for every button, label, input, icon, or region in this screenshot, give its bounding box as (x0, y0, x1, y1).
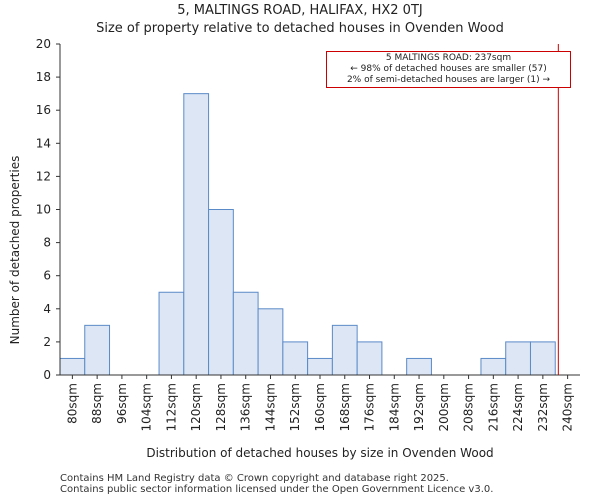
x-tick-label: 144sqm (263, 383, 277, 431)
footer-line-1: Contains HM Land Registry data © Crown c… (60, 473, 449, 484)
bar (232, 291, 259, 376)
y-tick-label: 16 (36, 103, 51, 117)
y-tick-label: 18 (36, 70, 51, 84)
y-tick-label: 2 (43, 335, 51, 349)
x-tick-label: 224sqm (511, 383, 525, 431)
x-tick-label: 216sqm (486, 383, 500, 431)
x-tick-label: 240sqm (561, 383, 575, 431)
bar (208, 209, 234, 376)
chart-subtitle: Size of property relative to detached ho… (96, 21, 504, 36)
bar (183, 93, 210, 376)
bar (59, 357, 86, 376)
bar (529, 341, 556, 376)
bar (406, 357, 432, 376)
bar (356, 341, 383, 376)
chart-title: 5, MALTINGS ROAD, HALIFAX, HX2 0TJ (177, 3, 423, 18)
x-tick-label: 128sqm (214, 383, 228, 431)
footer-line-2: Contains public sector information licen… (60, 484, 494, 495)
bar (282, 341, 309, 376)
x-tick-label: 192sqm (412, 383, 426, 431)
x-tick-label: 152sqm (288, 383, 302, 431)
annotation-line-3: 2% of semi-detached houses are larger (1… (346, 75, 551, 85)
annotation-box: 5 MALTINGS ROAD: 237sqm ← 98% of detache… (326, 51, 571, 88)
x-tick-label: 80sqm (65, 383, 79, 424)
y-tick-label: 20 (36, 37, 51, 51)
x-tick-label: 232sqm (536, 383, 550, 431)
bar (480, 357, 507, 376)
x-tick-label: 208sqm (462, 383, 476, 431)
y-tick-label: 10 (36, 203, 51, 217)
x-tick-label: 176sqm (363, 383, 377, 431)
y-tick-label: 14 (36, 136, 51, 150)
x-tick-label: 88sqm (90, 383, 104, 424)
bar (505, 341, 531, 376)
x-tick-label: 96sqm (115, 383, 129, 424)
y-axis-label: Number of detached properties (8, 155, 22, 345)
x-tick-label: 104sqm (140, 383, 154, 431)
x-tick-label: 168sqm (338, 383, 352, 431)
x-tick-label: 160sqm (313, 383, 327, 431)
y-tick-label: 8 (43, 236, 51, 250)
x-tick-label: 120sqm (189, 383, 203, 431)
bar (84, 324, 111, 376)
x-tick-label: 184sqm (387, 383, 401, 431)
bar (158, 291, 185, 376)
x-axis-label: Distribution of detached houses by size … (146, 446, 494, 460)
y-tick-label: 12 (36, 169, 51, 183)
x-tick-label: 136sqm (239, 383, 253, 431)
x-tick-label: 200sqm (437, 383, 451, 431)
annotation-line-1: 5 MALTINGS ROAD: 237sqm (385, 53, 512, 63)
y-tick-label: 4 (43, 302, 51, 316)
y-tick-label: 0 (43, 368, 51, 382)
bar (307, 357, 333, 376)
x-tick-label: 112sqm (164, 383, 178, 431)
y-tick-label: 6 (43, 269, 51, 283)
bar (331, 324, 358, 376)
annotation-line-2: ← 98% of detached houses are smaller (57… (350, 64, 547, 74)
bar (257, 308, 284, 376)
